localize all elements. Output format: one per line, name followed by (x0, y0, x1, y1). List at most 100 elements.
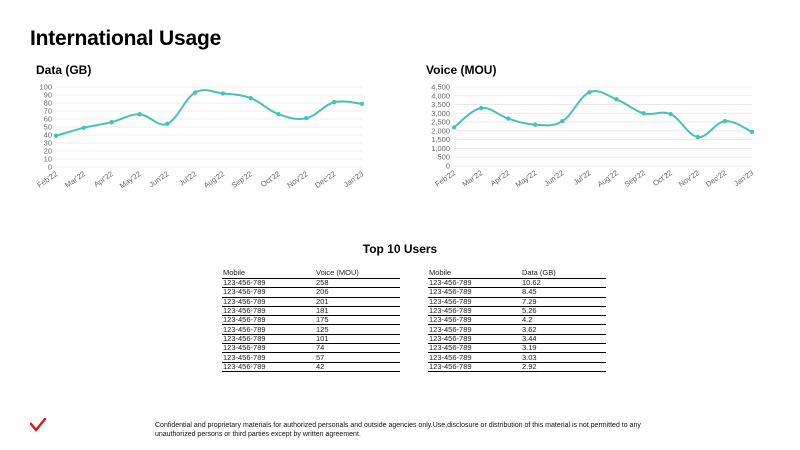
x-tick-label: Aug'22 (596, 168, 620, 189)
table-row: 123-456-789 74 (222, 343, 400, 354)
data-point[interactable] (614, 97, 619, 102)
top-data-users-table: Mobile Data (GB) 123-456-789 10.62 123-456… (428, 268, 606, 372)
mobile-cell: 123-456-789 (428, 343, 521, 354)
data-point[interactable] (587, 90, 592, 95)
data-point[interactable] (722, 119, 728, 124)
y-tick-label: 3,000 (431, 109, 450, 118)
x-tick-label: Feb'22 (433, 168, 457, 188)
value-cell: 258 (315, 278, 400, 289)
mobile-cell: 123-456-789 (222, 352, 315, 363)
data-point[interactable] (560, 119, 565, 124)
y-tick-label: 100 (39, 83, 52, 92)
value-cell: 4.2 (521, 315, 606, 326)
value-cell: 8.45 (521, 287, 606, 298)
x-tick-label: Jul'22 (177, 169, 198, 187)
x-tick-label: Nov'22 (677, 168, 701, 189)
data-point[interactable] (109, 120, 114, 125)
data-point[interactable] (451, 125, 457, 130)
data-point[interactable] (81, 125, 87, 130)
x-tick-label: Sep'22 (623, 168, 647, 189)
y-tick-label: 1,000 (431, 144, 450, 153)
mobile-cell: 123-456-789 (428, 352, 521, 363)
x-tick-label: May'22 (118, 169, 143, 190)
y-tick-label: 4,000 (431, 91, 450, 100)
y-tick-label: 30 (44, 139, 52, 148)
table-row: 123-456-789 101 (222, 334, 400, 345)
mobile-cell: 123-456-789 (222, 334, 315, 345)
y-tick-label: 0 (48, 163, 52, 172)
data-point[interactable] (220, 91, 226, 96)
x-tick-label: Dec'22 (313, 169, 337, 190)
x-tick-label: Apr'22 (489, 168, 512, 188)
y-tick-label: 50 (44, 123, 52, 132)
table-row: 123-456-789 5.26 (428, 306, 606, 317)
x-tick-label: Jul'22 (572, 168, 593, 186)
data-point[interactable] (192, 90, 198, 95)
y-tick-label: 2,000 (431, 126, 450, 135)
data-point[interactable] (641, 111, 646, 116)
data-point[interactable] (331, 100, 337, 105)
x-tick-label: Mar'22 (63, 169, 87, 189)
mobile-cell: 123-456-789 (428, 324, 521, 335)
value-cell: 3.44 (521, 334, 606, 345)
table-header-row: Mobile Voice (MOU) (222, 268, 400, 279)
column-header-mobile: Mobile (222, 268, 315, 279)
value-cell: 206 (315, 287, 400, 298)
x-tick-label: Jan'23 (342, 169, 365, 189)
data-point[interactable] (276, 112, 281, 117)
series-line (453, 90, 753, 139)
series-line (55, 89, 363, 137)
y-tick-label: 60 (44, 115, 52, 124)
data-point[interactable] (505, 116, 511, 121)
table-row: 123-456-789 125 (222, 324, 400, 335)
data-point[interactable] (749, 129, 755, 134)
x-tick-label: Nov'22 (285, 169, 309, 190)
table-row: 123-456-789 2.92 (428, 362, 606, 372)
data-point[interactable] (478, 105, 484, 111)
y-tick-label: 1,500 (431, 135, 450, 144)
table-row: 123-456-789 3.19 (428, 343, 606, 354)
mobile-cell: 123-456-789 (428, 362, 521, 372)
table-row: 123-456-789 10.62 (428, 278, 606, 289)
data-point[interactable] (53, 133, 59, 138)
x-tick-label: Dec'22 (704, 168, 728, 189)
value-cell: 125 (315, 324, 400, 335)
value-cell: 2.92 (521, 362, 606, 372)
value-cell: 74 (315, 343, 400, 354)
table-row: 123-456-789 4.2 (428, 315, 606, 326)
x-tick-label: Oct'22 (259, 169, 282, 189)
y-tick-label: 80 (44, 99, 52, 108)
data-point[interactable] (695, 134, 701, 140)
y-tick-label: 40 (44, 131, 52, 140)
data-chart-title: Data (GB) (36, 63, 92, 77)
mobile-cell: 123-456-789 (222, 315, 315, 326)
value-cell: 101 (315, 334, 400, 345)
data-point[interactable] (359, 101, 365, 106)
y-tick-label: 4,500 (431, 83, 450, 92)
value-cell: 181 (315, 306, 400, 317)
y-tick-label: 3,500 (431, 100, 450, 109)
table-row: 123-456-789 3.44 (428, 334, 606, 345)
top-voice-users-table: Mobile Voice (MOU) 123-456-789 258 123-456… (222, 268, 400, 372)
data-point[interactable] (248, 96, 253, 101)
x-tick-label: Jun'22 (542, 168, 565, 188)
value-cell: 3.19 (521, 343, 606, 354)
data-point[interactable] (137, 112, 142, 117)
y-tick-label: 90 (44, 91, 52, 100)
x-tick-label: Sep'22 (230, 169, 254, 190)
mobile-cell: 123-456-789 (222, 324, 315, 335)
data-point[interactable] (304, 116, 309, 121)
mobile-cell: 123-456-789 (428, 306, 521, 317)
mobile-cell: 123-456-789 (428, 297, 521, 307)
data-point[interactable] (165, 121, 170, 126)
checkmark-logo-icon (30, 418, 46, 432)
mobile-cell: 123-456-789 (428, 315, 521, 326)
mobile-cell: 123-456-789 (222, 278, 315, 289)
data-point[interactable] (533, 122, 538, 127)
mobile-cell: 123-456-789 (428, 278, 521, 289)
x-tick-label: Feb'22 (35, 169, 59, 189)
data-point[interactable] (668, 112, 673, 117)
table-row: 123-456-789 57 (222, 352, 400, 363)
x-tick-label: Apr'22 (92, 169, 115, 189)
